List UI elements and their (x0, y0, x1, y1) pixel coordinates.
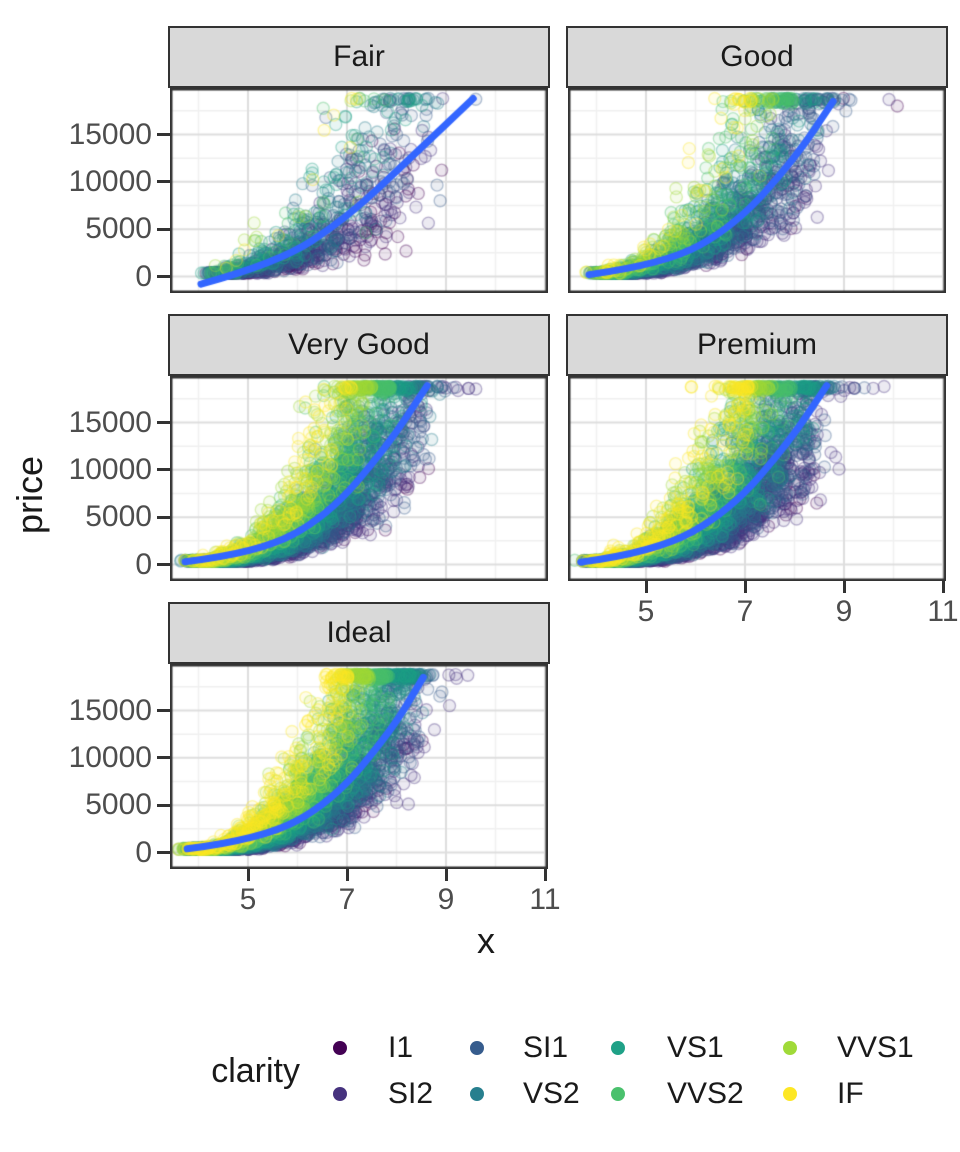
y-tick-mark (157, 803, 170, 807)
y-tick-label: 15000 (68, 693, 152, 727)
legend-label-vvs1: VVS1 (837, 1031, 914, 1064)
legend-label-vs1: VS1 (667, 1031, 724, 1064)
facet-panel-good (568, 88, 946, 293)
facet-panel-premium (568, 376, 946, 581)
facet-strip-label: Premium (696, 328, 817, 361)
facet-strip-label: Very Good (288, 328, 430, 361)
y-axis-title: price (9, 455, 50, 535)
legend-title: clarity (211, 1052, 300, 1090)
y-tick-mark (157, 709, 170, 712)
y-tick-mark (157, 468, 170, 472)
x-tick-mark (941, 581, 945, 593)
legend-key-si2 (333, 1087, 347, 1101)
legend-label-if: IF (837, 1077, 864, 1110)
legend-label-si2: SI2 (388, 1077, 434, 1110)
x-tick-label: 7 (736, 595, 754, 628)
x-tick-label: 5 (637, 595, 655, 628)
legend-label-si1: SI1 (523, 1031, 569, 1064)
legend-key-i1 (333, 1041, 347, 1055)
facet-panel-very-good (170, 376, 548, 581)
y-tick-label: 15000 (68, 405, 152, 439)
x-tick-mark (743, 581, 747, 593)
facet-panel-fair (170, 88, 548, 293)
y-tick-mark (157, 421, 170, 424)
x-tick-label: 11 (529, 883, 561, 916)
legend-label-vvs2: VVS2 (667, 1077, 744, 1110)
y-tick-mark (157, 227, 170, 231)
facet-strip-label: Fair (333, 40, 385, 73)
scatter-canvas-fair (170, 88, 548, 293)
x-tick-label: 9 (437, 883, 455, 916)
y-tick-label: 10000 (68, 452, 152, 486)
facet-strip-good: Good (566, 26, 948, 88)
legend-key-vvs1 (783, 1041, 797, 1055)
x-tick-label: 11 (927, 595, 959, 628)
y-tick-label: 15000 (68, 117, 152, 151)
x-tick-mark (345, 869, 349, 881)
x-tick-label: 5 (239, 883, 257, 916)
y-tick-mark (157, 275, 170, 278)
y-tick-mark (157, 133, 170, 136)
x-tick-mark (543, 869, 547, 881)
facet-strip-premium: Premium (566, 314, 948, 376)
legend-key-vs1 (611, 1041, 625, 1055)
x-tick-mark (444, 869, 448, 881)
y-tick-label: 0 (135, 547, 152, 581)
scatter-canvas-very-good (170, 376, 548, 581)
scatter-canvas-premium (568, 376, 946, 581)
y-tick-label: 10000 (68, 164, 152, 198)
y-tick-label: 5000 (85, 212, 152, 246)
scatter-canvas-good (568, 88, 946, 293)
legend-key-vs2 (470, 1087, 484, 1101)
facet-strip-label: Ideal (326, 616, 392, 649)
y-tick-mark (157, 563, 170, 566)
y-tick-label: 0 (135, 259, 152, 293)
scatter-canvas-ideal (170, 664, 548, 869)
y-tick-mark (157, 851, 170, 854)
y-tick-mark (157, 515, 170, 519)
legend-key-vvs2 (611, 1087, 625, 1101)
x-tick-label: 7 (338, 883, 356, 916)
x-tick-mark (644, 581, 648, 593)
x-tick-label: 9 (835, 595, 853, 628)
legend-key-if (783, 1087, 797, 1101)
legend-key-si1 (470, 1041, 484, 1055)
legend-label-vs2: VS2 (523, 1077, 580, 1110)
y-tick-label: 5000 (85, 788, 152, 822)
y-tick-label: 5000 (85, 500, 152, 534)
facet-strip-very-good: Very Good (168, 314, 550, 376)
facet-strip-fair: Fair (168, 26, 550, 88)
legend-label-i1: I1 (388, 1031, 414, 1064)
facet-panel-ideal (170, 664, 548, 869)
y-tick-mark (157, 180, 170, 184)
facet-strip-ideal: Ideal (168, 602, 550, 664)
x-axis-title: x (477, 920, 495, 961)
x-tick-mark (246, 869, 250, 881)
y-tick-mark (157, 756, 170, 760)
y-tick-label: 10000 (68, 740, 152, 774)
y-tick-label: 0 (135, 835, 152, 869)
facet-strip-label: Good (720, 40, 794, 73)
x-tick-mark (842, 581, 846, 593)
